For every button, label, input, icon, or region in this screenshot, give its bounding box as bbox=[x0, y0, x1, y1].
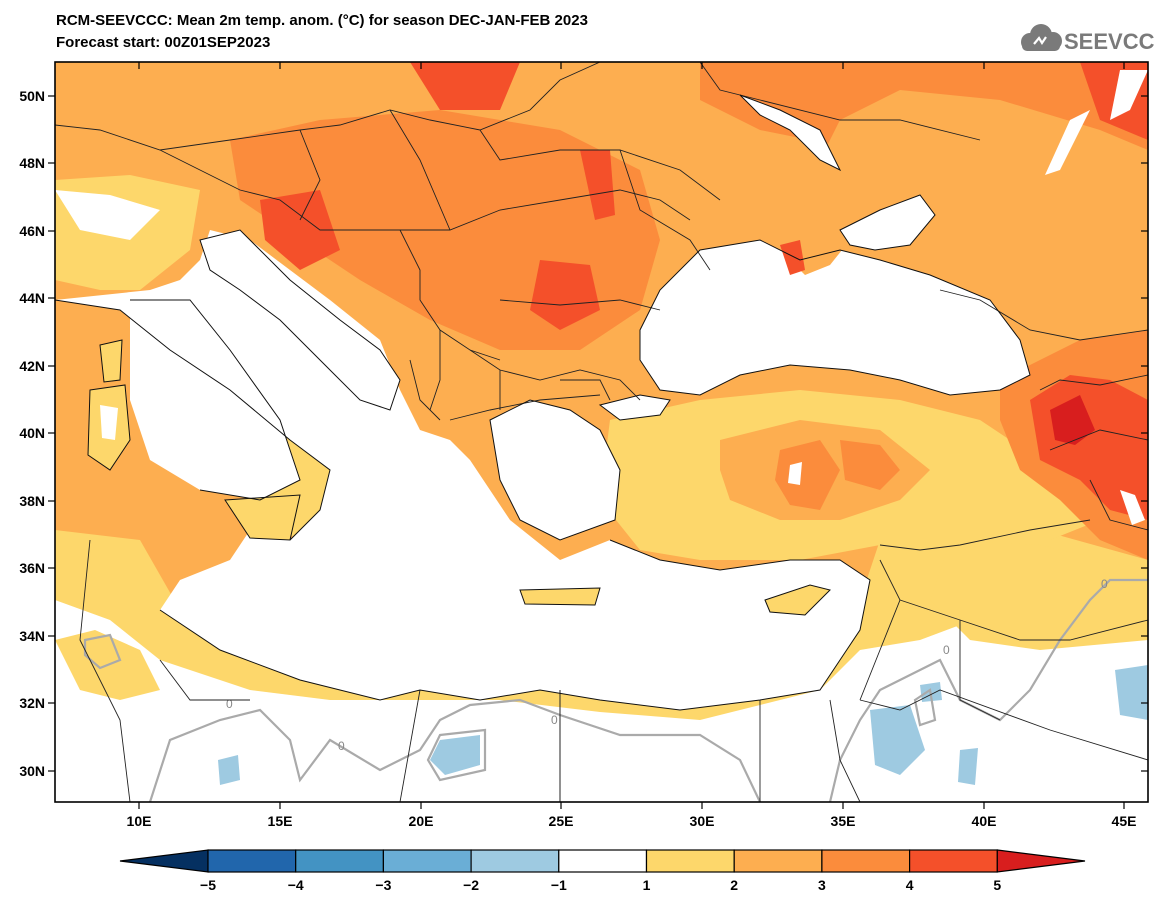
colorbar-segment bbox=[382, 849, 472, 873]
anomaly-above-5-caucasus bbox=[1050, 395, 1095, 445]
black-sea bbox=[640, 240, 1030, 395]
colorbar-segment bbox=[645, 849, 735, 873]
lon-tick-label: 35E bbox=[831, 813, 856, 829]
logo-text: SEEVCCC bbox=[1064, 29, 1154, 54]
colorbar-segment bbox=[908, 849, 998, 873]
sicily bbox=[225, 495, 300, 540]
lat-tick-label: 44N bbox=[19, 290, 45, 306]
contour-label: 0 bbox=[551, 713, 558, 727]
lon-tick-label: 40E bbox=[972, 813, 997, 829]
colorbar-segment bbox=[558, 849, 648, 873]
country-borders bbox=[55, 62, 1148, 802]
colorbar-segment bbox=[295, 849, 385, 873]
lat-tick-label: 34N bbox=[19, 628, 45, 644]
lon-tick-label: 30E bbox=[690, 813, 715, 829]
colorbar bbox=[119, 849, 1086, 873]
lat-tick-label: 50N bbox=[19, 88, 45, 104]
colorbar-labels: −5 −4 −3 −2 −1 1 2 3 4 5 bbox=[200, 877, 1001, 893]
colorbar-label: 1 bbox=[643, 877, 651, 893]
lon-tick-label: 10E bbox=[127, 813, 152, 829]
colorbar-segment bbox=[821, 849, 911, 873]
latitude-axis: 50N 48N 46N 44N 42N 40N 38N 36N 34N 32N … bbox=[19, 88, 1148, 779]
colorbar-segment bbox=[470, 849, 560, 873]
colorbar-arrow-low bbox=[119, 849, 209, 873]
colorbar-label: −3 bbox=[375, 877, 391, 893]
lon-tick-label: 45E bbox=[1112, 813, 1137, 829]
corsica bbox=[100, 340, 122, 382]
lat-tick-label: 38N bbox=[19, 493, 45, 509]
sea-of-marmara bbox=[600, 395, 670, 420]
colorbar-label: 2 bbox=[730, 877, 738, 893]
lat-tick-label: 46N bbox=[19, 223, 45, 239]
zero-contour bbox=[83, 578, 1148, 802]
mediterranean-sea bbox=[55, 230, 870, 710]
anomaly-4-5-croatia bbox=[260, 190, 340, 270]
lat-tick-label: 40N bbox=[19, 425, 45, 441]
map-title: RCM-SEEVCCC: Mean 2m temp. anom. (°C) fo… bbox=[56, 12, 588, 29]
lat-tick-label: 30N bbox=[19, 763, 45, 779]
plot-frame bbox=[54, 61, 1149, 803]
lon-tick-label: 25E bbox=[549, 813, 574, 829]
anomaly-neg-1-2-arabia bbox=[870, 705, 925, 775]
sea-of-azov bbox=[840, 195, 935, 250]
colorbar-segment bbox=[207, 849, 297, 873]
longitude-axis: 10E 15E 20E 25E 30E 35E 40E 45E bbox=[127, 62, 1137, 829]
colorbar-label: 3 bbox=[818, 877, 826, 893]
forecast-start: Forecast start: 00Z01SEP2023 bbox=[56, 34, 271, 51]
contour-label: 0 bbox=[1101, 577, 1108, 591]
anomaly-field bbox=[55, 62, 1148, 802]
contour-label: 0 bbox=[943, 643, 950, 657]
tyrrhenian-sea bbox=[130, 300, 300, 500]
aegean-sea bbox=[490, 400, 620, 540]
seevccc-logo: SEEVCCC bbox=[1021, 24, 1154, 54]
colorbar-label: −4 bbox=[288, 877, 304, 893]
colorbar-arrow-high bbox=[996, 849, 1086, 873]
colorbar-label: −5 bbox=[200, 877, 216, 893]
contour-label: 0 bbox=[226, 697, 233, 711]
crimea-peninsula bbox=[790, 225, 850, 275]
cloud-icon bbox=[1021, 24, 1062, 51]
lat-tick-label: 48N bbox=[19, 155, 45, 171]
colorbar-label: 5 bbox=[993, 877, 1001, 893]
lon-tick-label: 15E bbox=[268, 813, 293, 829]
coastlines bbox=[55, 94, 1031, 711]
colorbar-label: 4 bbox=[906, 877, 914, 893]
lon-tick-label: 20E bbox=[409, 813, 434, 829]
crete bbox=[520, 588, 600, 605]
contour-label: 0 bbox=[338, 739, 345, 753]
lat-tick-label: 32N bbox=[19, 695, 45, 711]
colorbar-label: −1 bbox=[551, 877, 567, 893]
cyprus bbox=[765, 585, 830, 615]
colorbar-label: −2 bbox=[463, 877, 479, 893]
colorbar-segment bbox=[733, 849, 823, 873]
lat-tick-label: 36N bbox=[19, 560, 45, 576]
lat-tick-label: 42N bbox=[19, 358, 45, 374]
adriatic-sea bbox=[200, 230, 400, 410]
